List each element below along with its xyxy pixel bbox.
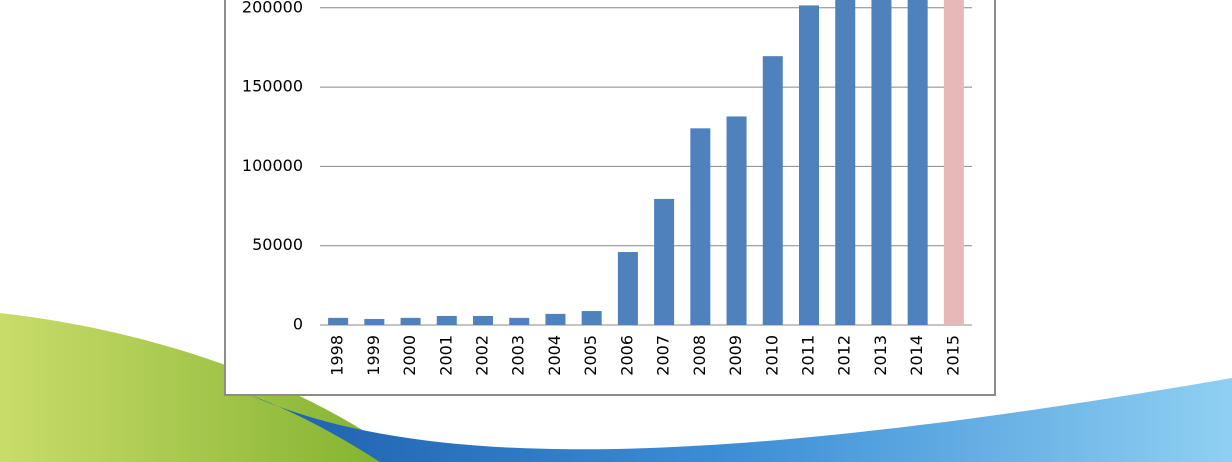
- bar: [581, 311, 602, 325]
- x-tick-label: 2006: [617, 335, 636, 376]
- bar: [943, 0, 964, 326]
- bar: [436, 315, 457, 325]
- bar: [509, 317, 530, 325]
- bar: [907, 0, 928, 325]
- chart-frame: [224, 0, 996, 396]
- bar: [328, 317, 349, 325]
- y-tick-label: 100000: [242, 156, 303, 175]
- x-tick-label: 2010: [762, 335, 781, 376]
- bar: [762, 56, 783, 325]
- bar: [473, 315, 493, 325]
- bar: [617, 252, 638, 325]
- x-tick-label: 2002: [473, 335, 492, 376]
- x-tick-label: 2013: [871, 335, 890, 376]
- plot-area: 0 50000 100000 150000 200000 1998 1999 2000 2001…: [242, 0, 972, 376]
- bar: [871, 0, 892, 325]
- bar: [400, 317, 421, 325]
- green-swoosh: [0, 313, 410, 462]
- x-tick-label: 2001: [436, 335, 455, 376]
- y-tick-label: 50000: [252, 235, 303, 254]
- bar: [364, 318, 385, 325]
- x-tick-label: 2009: [726, 335, 745, 376]
- x-tick-label: 2005: [581, 335, 600, 376]
- bar: [799, 5, 819, 326]
- bar: [545, 313, 566, 325]
- x-tick-label: 1998: [328, 335, 347, 376]
- x-tick-label: 2012: [835, 335, 854, 376]
- x-tick-label: 2003: [509, 335, 528, 376]
- y-tick-label: 0: [293, 315, 303, 334]
- x-tick-label: 2011: [799, 335, 818, 376]
- x-tick-label: 2000: [400, 335, 419, 376]
- x-tick-label: 2014: [907, 335, 926, 376]
- bar: [835, 0, 856, 326]
- y-tick-label: 200000: [242, 0, 303, 16]
- x-tick-label: 2008: [690, 335, 709, 376]
- x-tick-label: 2004: [545, 335, 564, 376]
- x-tick-label: 2007: [654, 335, 673, 376]
- x-tick-label: 2015: [943, 335, 962, 376]
- bar: [726, 116, 747, 325]
- x-tick-label: 1999: [364, 335, 383, 376]
- bar: [654, 198, 675, 325]
- bar: [690, 128, 711, 325]
- blue-swoosh: [250, 378, 1232, 462]
- y-tick-label: 150000: [242, 77, 303, 96]
